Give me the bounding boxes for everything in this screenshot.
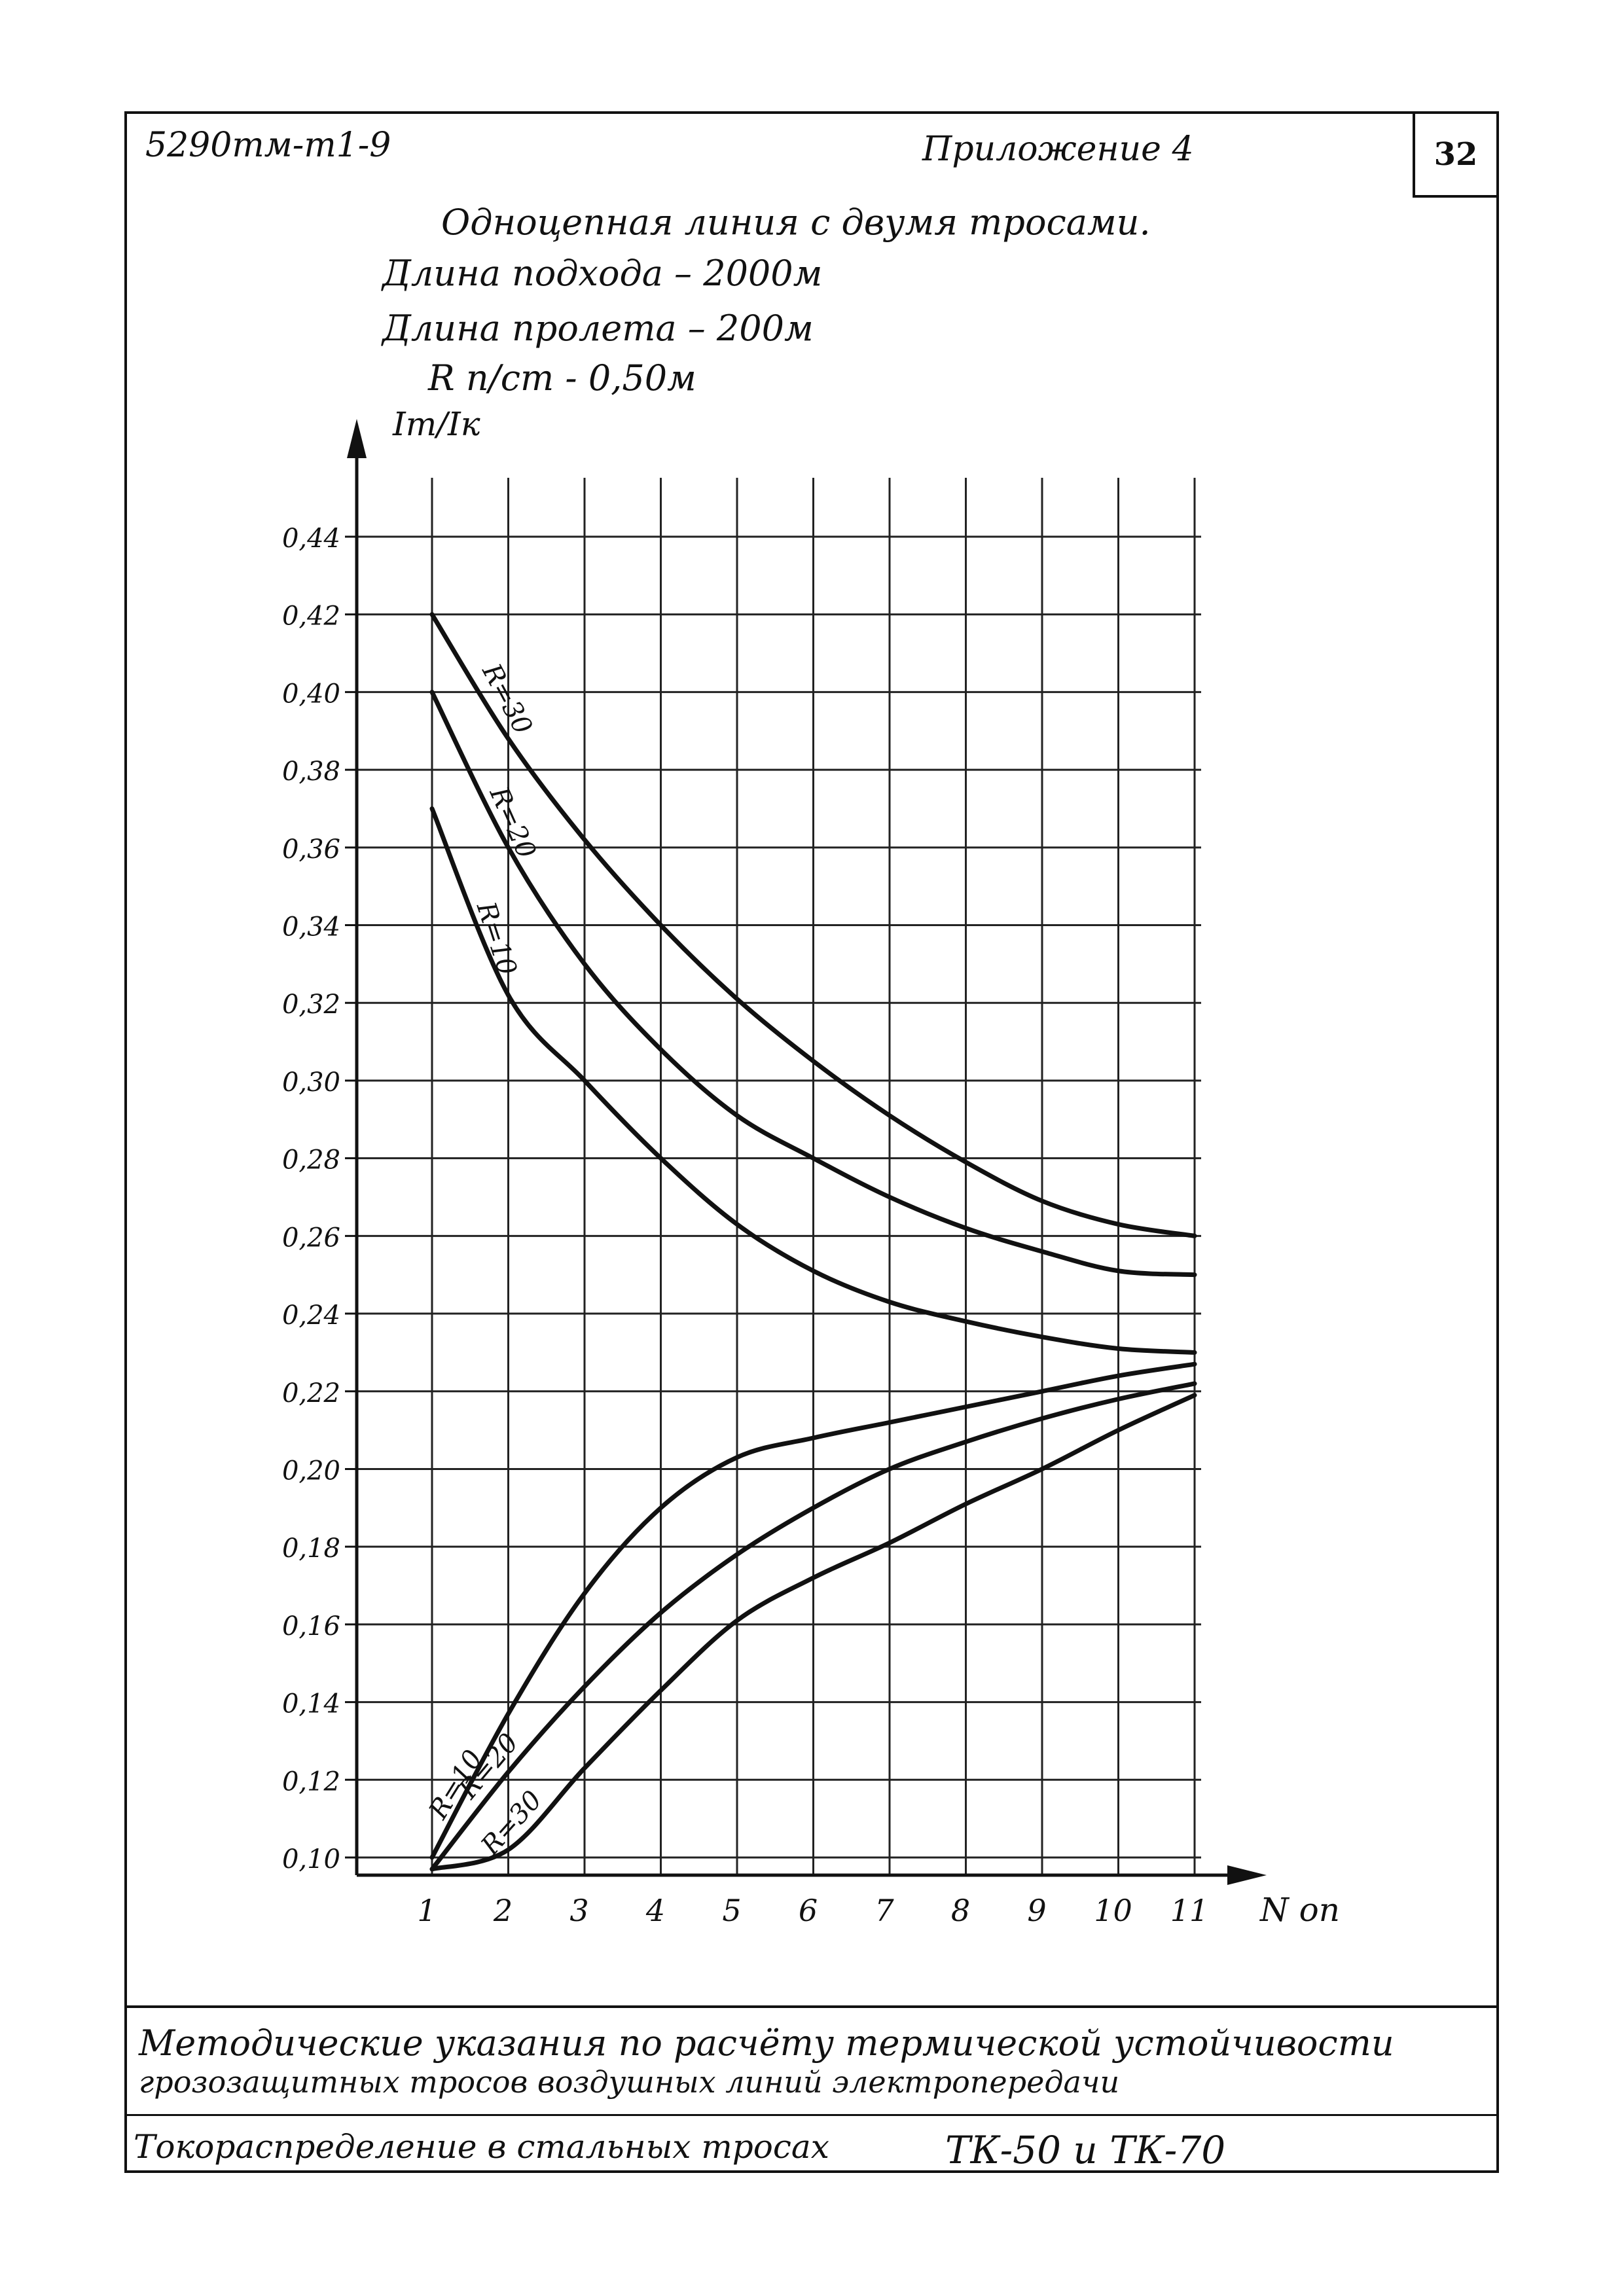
page-number: 32 xyxy=(1413,114,1496,198)
x-tick-label: 11 xyxy=(1170,1893,1209,1928)
x-tick-label: 8 xyxy=(951,1893,970,1928)
footer-line-1: Методические указания по расчёту термиче… xyxy=(139,2022,1394,2064)
y-tick-label: 0,30 xyxy=(282,1067,340,1098)
x-tick-label: 1 xyxy=(417,1893,436,1928)
x-tick-label: 4 xyxy=(645,1893,665,1928)
chart-grid xyxy=(357,478,1201,1875)
x-tick-labels: 1 2 3 4 5 6 7 8 9 10 11 xyxy=(417,1893,1208,1928)
series-curve-2 xyxy=(429,806,1197,1355)
appendix-label: Приложение 4 xyxy=(922,130,1194,169)
x-axis-arrow xyxy=(1227,1865,1267,1885)
title-line-2: Длина подхода – 2000м xyxy=(382,253,823,294)
footer-line-2: грозозащитных тросов воздушных линий эле… xyxy=(139,2064,1120,2100)
x-tick-label: 9 xyxy=(1027,1893,1046,1928)
series-curve-0 xyxy=(429,612,1197,1238)
footer-line-3-right: ТК-50 и ТК-70 xyxy=(945,2128,1226,2172)
y-tick-label: 0,36 xyxy=(282,834,340,865)
y-tick-label: 0,32 xyxy=(282,990,340,1020)
series-curve-3 xyxy=(429,1361,1197,1860)
chart-axes xyxy=(347,419,1267,1885)
footer-row-3: Токораспределение в стальных тросах ТК-5… xyxy=(127,2114,1496,2178)
x-tick-label: 6 xyxy=(799,1893,818,1928)
y-tick-label: 0,16 xyxy=(282,1611,340,1641)
series-curve-5 xyxy=(429,1393,1197,1872)
y-tick-label: 0,26 xyxy=(282,1223,340,1253)
x-tick-label: 7 xyxy=(875,1893,894,1928)
title-line-1: Одноцепная линия с двумя тросами. xyxy=(441,202,1151,243)
y-tick-label: 0,40 xyxy=(282,679,340,709)
y-tick-label: 0,24 xyxy=(282,1300,340,1331)
y-tick-label: 0,42 xyxy=(282,601,340,632)
x-tick-label: 2 xyxy=(493,1893,513,1928)
x-tick-label: 5 xyxy=(722,1893,741,1928)
series-label: R=10 xyxy=(471,898,522,979)
series-curve-4 xyxy=(429,1381,1197,1872)
y-tick-label: 0,28 xyxy=(282,1145,340,1175)
footer-line-3-left: Токораспределение в стальных тросах xyxy=(134,2128,829,2166)
y-axis-label: Iт/Iк xyxy=(392,405,480,443)
drawing-sheet: 5290тм-т1-9 Приложение 4 32 Одноцепная л… xyxy=(124,111,1499,2173)
chart-series xyxy=(429,612,1197,1872)
document-code: 5290тм-т1-9 xyxy=(145,126,391,165)
y-tick-label: 0,38 xyxy=(282,757,340,787)
series-curve-1 xyxy=(429,689,1197,1278)
x-tick-label: 10 xyxy=(1094,1893,1132,1928)
title-block: Методические указания по расчёту термиче… xyxy=(127,2005,1496,2176)
x-tick-label: 3 xyxy=(569,1893,588,1928)
y-tick-label: 0,12 xyxy=(282,1767,340,1797)
series-label: R=20 xyxy=(483,781,541,863)
y-tick-label: 0,20 xyxy=(282,1456,340,1486)
y-tick-label: 0,18 xyxy=(282,1534,340,1564)
y-tick-labels: 0,10 0,12 0,14 0,16 0,18 0,20 0,22 0,24 0,26 0,28… xyxy=(282,524,357,1874)
y-tick-label: 0,44 xyxy=(282,524,340,554)
y-tick-label: 0,14 xyxy=(282,1689,340,1719)
y-tick-label: 0,22 xyxy=(282,1378,340,1408)
title-line-4: R п/ст - 0,50м xyxy=(428,357,696,399)
x-axis-label: N оп xyxy=(1259,1891,1340,1929)
y-tick-label: 0,34 xyxy=(282,912,340,942)
y-tick-label: 0,10 xyxy=(282,1844,340,1874)
y-axis-arrow xyxy=(347,419,367,458)
title-line-3: Длина пролета – 200м xyxy=(382,308,814,349)
